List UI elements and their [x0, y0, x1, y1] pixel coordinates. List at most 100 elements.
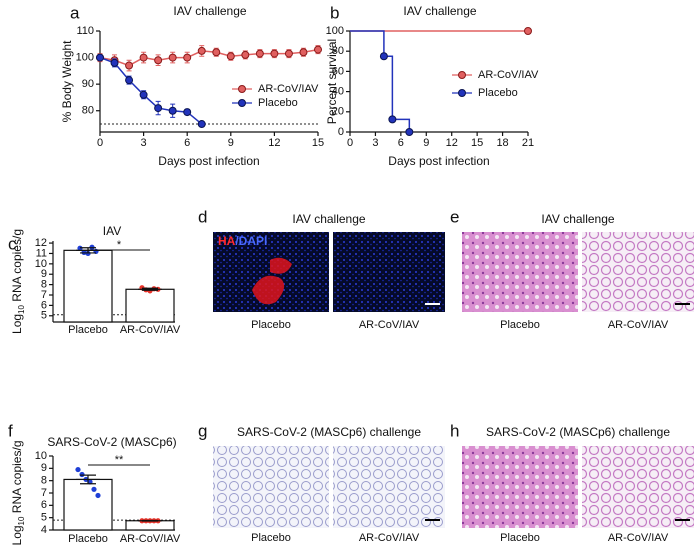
y-tick-label: 110	[76, 25, 94, 37]
y-label-base: Log	[10, 525, 24, 545]
data-point	[388, 115, 397, 124]
y-tick-label: 5	[41, 310, 47, 322]
y-tick-label: 100	[326, 25, 344, 37]
y-tick-label: 10	[35, 450, 47, 462]
data-point	[154, 104, 163, 113]
data-point	[183, 53, 192, 62]
data-line	[99, 48, 319, 67]
panel-letter: f	[8, 421, 13, 440]
data-point	[524, 27, 532, 35]
y-tick-label: 12	[35, 237, 47, 249]
y-label-sub: 10	[17, 305, 26, 314]
bar	[63, 478, 113, 531]
legend-label: Placebo	[258, 97, 298, 109]
y-tick-label: 9	[41, 462, 47, 474]
panel-title: SARS-CoV-2 (MASCp6) challenge	[237, 425, 421, 439]
survival-line	[350, 30, 411, 132]
chart-title: SARS-CoV-2 (MASCp6)	[47, 435, 176, 449]
image-label: AR-CoV/IAV	[608, 532, 669, 544]
x-tick-label: Placebo	[68, 533, 108, 545]
panel-letter: c	[8, 234, 17, 253]
significance-label: *	[117, 239, 122, 251]
data-point	[212, 48, 221, 57]
legend-marker	[238, 99, 246, 107]
x-tick-label: 6	[398, 137, 404, 149]
panel-d: d IAV challenge HA/DAPI Placebo AR-CoV/I…	[198, 207, 445, 331]
chart-title: IAV	[103, 224, 121, 238]
legend-marker	[238, 85, 246, 93]
data-point	[91, 486, 97, 492]
x-tick-label: 9	[228, 137, 234, 149]
image-label: Placebo	[500, 319, 540, 331]
image-label: Placebo	[251, 319, 291, 331]
ha-signal	[252, 257, 292, 305]
x-tick-label: 0	[97, 137, 103, 149]
data-point	[197, 120, 206, 129]
data-point	[125, 76, 134, 85]
x-tick-label: 0	[347, 137, 353, 149]
x-tick-label: 3	[141, 137, 147, 149]
x-tick-label: 9	[423, 137, 429, 149]
panel-title: IAV challenge	[541, 212, 614, 226]
x-tick-label: 18	[496, 137, 508, 149]
panel-e: e IAV challenge Placebo AR-CoV/IAV	[450, 207, 694, 331]
y-label-base: Log	[10, 314, 24, 334]
y-tick-label: 0	[338, 126, 344, 138]
data-point	[379, 52, 388, 61]
panel-title: IAV challenge	[292, 212, 365, 226]
stain-ha: HA	[218, 234, 236, 248]
y-tick-label: 10	[35, 258, 47, 270]
data-point	[197, 46, 206, 55]
legend-label: AR-CoV/IAV	[258, 83, 319, 95]
y-tick-label: 11	[36, 247, 47, 259]
y-label-rest: RNA copies/g	[10, 229, 24, 305]
panel-h: h SARS-CoV-2 (MASCp6) challenge Placebo …	[450, 421, 694, 544]
panel-title: SARS-CoV-2 (MASCp6) challenge	[486, 425, 670, 439]
panel-g: g SARS-CoV-2 (MASCp6) challenge Placebo …	[198, 421, 445, 544]
micrograph	[582, 446, 694, 528]
data-point	[405, 128, 414, 136]
y-tick-label: 6	[41, 299, 47, 311]
panel-letter: a	[70, 3, 80, 22]
image-label: Placebo	[251, 532, 291, 544]
y-tick-label: 80	[82, 105, 94, 117]
data-point	[139, 90, 148, 99]
data-point	[226, 52, 235, 61]
micrograph	[333, 232, 445, 312]
legend-label: Placebo	[478, 87, 518, 99]
data-point	[241, 50, 250, 59]
x-axis-label: Days post infection	[158, 154, 259, 168]
y-tick-label: 100	[76, 51, 94, 63]
y-label-rest: RNA copies/g	[10, 441, 24, 517]
x-tick-label: 15	[471, 137, 483, 149]
micrograph	[333, 446, 445, 528]
x-tick-label: 3	[372, 137, 378, 149]
micrograph	[462, 232, 578, 312]
data-point	[110, 58, 119, 67]
data-point	[79, 471, 85, 478]
image-label: AR-CoV/IAV	[359, 319, 420, 331]
panel-letter: g	[198, 421, 207, 440]
stain-label: HA/DAPI	[218, 234, 267, 248]
x-tick-label: AR-CoV/IAV	[120, 324, 181, 336]
micrograph	[582, 232, 694, 312]
micrograph	[462, 446, 578, 528]
chart-title: IAV challenge	[173, 4, 246, 18]
legend-label: AR-CoV/IAV	[478, 69, 539, 81]
x-tick-label: 12	[446, 137, 458, 149]
data-point	[314, 45, 322, 54]
data-point	[168, 106, 177, 115]
data-point	[270, 49, 279, 58]
image-label: Placebo	[500, 532, 540, 544]
x-tick-label: Placebo	[68, 324, 108, 336]
data-point	[75, 466, 81, 473]
y-tick-label: 4	[41, 524, 47, 536]
panel-letter: d	[198, 207, 207, 226]
y-tick-label: 7	[41, 289, 47, 301]
y-axis-label: Log10 RNA copies/g	[10, 441, 26, 545]
panel-letter: e	[450, 207, 459, 226]
error-bar	[76, 474, 100, 485]
y-tick-label: 8	[41, 475, 47, 487]
data-point	[255, 49, 264, 58]
y-tick-label: 5	[41, 512, 47, 524]
